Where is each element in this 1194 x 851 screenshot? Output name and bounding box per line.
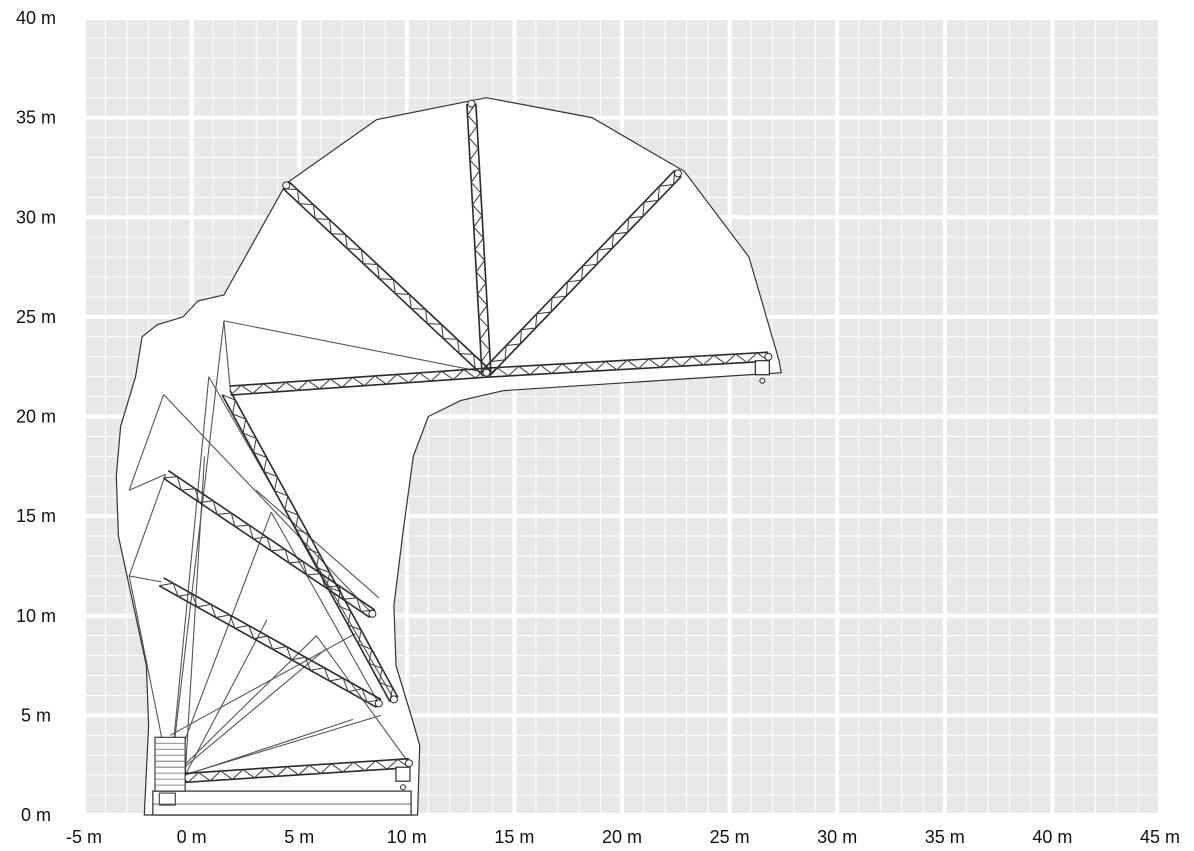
x-tick-label: 20 m	[602, 827, 642, 847]
jib-lacing	[230, 367, 487, 396]
y-axis-labels: 0 m 5 m 10 m 15 m 20 m 25 m 30 m 35 m 40 m	[16, 8, 56, 825]
jib-tip-sheave	[368, 609, 377, 618]
x-tick-label: -5 m	[66, 827, 102, 847]
jib-fly-vertical	[466, 99, 492, 373]
jib-tip-sheave	[467, 99, 476, 108]
jib-tip-sheave	[673, 169, 682, 178]
jib-lacing	[466, 103, 492, 373]
support-line	[128, 394, 165, 491]
jib-chord-upper	[230, 376, 487, 396]
jib-lacing	[159, 582, 382, 703]
x-tick-label: 15 m	[494, 827, 534, 847]
jib-fly-horizontal	[486, 351, 773, 378]
jib-chord-lower	[163, 577, 382, 701]
x-tick-label: 25 m	[710, 827, 750, 847]
jib-fly-45	[482, 169, 682, 377]
hook-block	[754, 360, 770, 376]
support-line	[223, 320, 231, 391]
jib-chord-lower	[167, 469, 376, 611]
support-line	[169, 649, 326, 780]
y-tick-label: 5 m	[21, 705, 51, 725]
jib-chord-upper	[158, 585, 378, 709]
jib-tip-sheave	[374, 699, 383, 708]
jib-low-angle	[158, 577, 383, 709]
operator-cab	[154, 736, 186, 792]
counterweight	[158, 792, 176, 806]
y-tick-label: 10 m	[16, 606, 56, 626]
grid-major-lines	[82, 16, 1162, 817]
support-line	[184, 456, 206, 776]
support-line	[128, 473, 166, 491]
x-axis-labels: -5 m 0 m 5 m 10 m 15 m 20 m 25 m 30 m 35 m 40 m 45…	[66, 827, 1180, 847]
jib-tip-sheave	[764, 352, 773, 361]
y-tick-label: 15 m	[16, 506, 56, 526]
base-machine	[152, 736, 412, 816]
support-line	[129, 575, 162, 583]
support-line	[169, 511, 272, 780]
jib-ground	[165, 757, 413, 785]
support-line	[255, 489, 380, 599]
jib-positions	[158, 99, 773, 791]
jib-lacing	[165, 758, 410, 784]
x-tick-label: 45 m	[1140, 827, 1180, 847]
y-tick-label: 20 m	[16, 407, 56, 427]
jib-chord-lower	[229, 390, 399, 698]
working-range-envelope	[115, 97, 782, 816]
jib-chord-upper	[166, 766, 410, 785]
jib-chord-lower	[282, 188, 484, 377]
jib-tip-sheave	[282, 181, 291, 190]
jib-chord-lower	[229, 367, 487, 387]
support-line	[223, 320, 487, 374]
jib-steep-folded	[221, 390, 399, 704]
x-tick-label: 0 m	[177, 827, 207, 847]
jib-chord-upper	[489, 175, 682, 377]
support-line	[184, 619, 268, 776]
y-tick-label: 35 m	[16, 108, 56, 128]
support-line	[169, 633, 356, 736]
support-line	[163, 394, 373, 615]
x-tick-label: 30 m	[817, 827, 857, 847]
support-line	[169, 320, 225, 780]
jib-main-boom	[229, 367, 491, 396]
jib-chord-lower	[466, 103, 483, 373]
jib-lacing	[489, 170, 676, 376]
support-line	[169, 376, 210, 780]
jib-lacing	[163, 476, 375, 612]
jib-lacing	[283, 188, 490, 370]
x-tick-label: 40 m	[1032, 827, 1072, 847]
hook-block	[395, 766, 411, 782]
support-line	[128, 474, 167, 577]
x-tick-label: 5 m	[284, 827, 314, 847]
hook-icon	[399, 784, 406, 791]
jib-lacing	[221, 394, 394, 702]
jib-fly-135	[282, 181, 491, 377]
y-tick-label: 40 m	[16, 8, 56, 28]
jib-tip-sheave	[404, 759, 413, 768]
jib-lacing	[486, 352, 769, 378]
jib-chord-lower	[482, 169, 676, 371]
jib-chord-upper	[486, 360, 769, 378]
jib-chord-upper	[162, 477, 371, 619]
y-tick-label: 30 m	[16, 207, 56, 227]
envelope-outline	[115, 97, 782, 816]
support-line	[184, 718, 354, 776]
y-tick-label: 0 m	[21, 805, 51, 825]
jib-tip-sheave	[389, 695, 398, 704]
jib-chord-upper	[288, 181, 491, 370]
hook-icon	[759, 377, 766, 384]
jib-mid-angle	[162, 469, 377, 619]
x-tick-label: 35 m	[925, 827, 965, 847]
y-tick-label: 25 m	[16, 307, 56, 327]
x-tick-label: 10 m	[387, 827, 427, 847]
support-line	[270, 511, 380, 704]
crawler-track	[152, 790, 412, 816]
